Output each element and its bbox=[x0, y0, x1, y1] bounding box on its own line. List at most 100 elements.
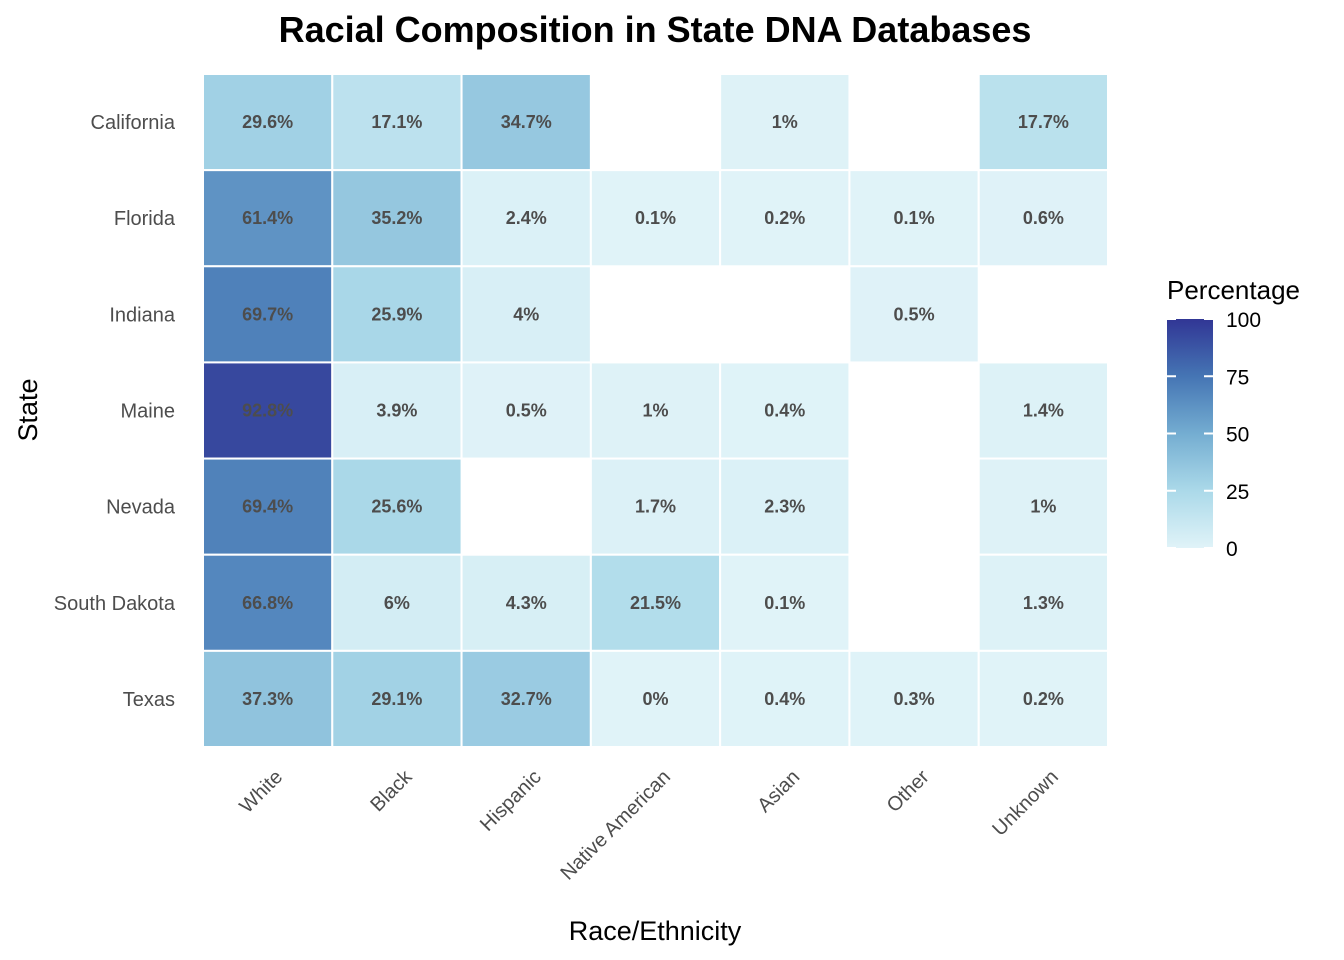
heatmap-cell-california-white bbox=[202, 73, 334, 172]
heatmap-cell-maine-white bbox=[202, 361, 334, 460]
cell-label-south-dakota-asian: 0.1% bbox=[764, 593, 805, 613]
heatmap-cell-texas-black bbox=[331, 649, 463, 748]
heatmap-cell-indiana-other bbox=[848, 265, 980, 364]
cell-label-california-unknown: 17.7% bbox=[1018, 112, 1069, 132]
cell-label-florida-unknown: 0.6% bbox=[1023, 208, 1064, 228]
x-tick-white: White bbox=[235, 766, 287, 818]
cell-label-maine-white: 92.8% bbox=[242, 401, 293, 421]
legend: Percentage 0 25 50 75 100 bbox=[1167, 275, 1300, 561]
x-tick-hispanic: Hispanic bbox=[476, 766, 546, 836]
cell-label-california-white: 29.6% bbox=[242, 112, 293, 132]
x-tick-asian: Asian bbox=[753, 766, 804, 817]
heatmap-cell-maine-black bbox=[331, 361, 463, 460]
cell-label-texas-asian: 0.4% bbox=[764, 689, 805, 709]
heatmap-cell-texas-asian bbox=[719, 649, 851, 748]
y-axis-ticks: California Florida Indiana Maine Nevada South… bbox=[54, 112, 176, 711]
y-tick-california: California bbox=[91, 112, 176, 134]
cell-label-south-dakota-white: 66.8% bbox=[242, 593, 293, 613]
cell-label-florida-black: 35.2% bbox=[371, 208, 422, 228]
heatmap-cell-california-black bbox=[331, 73, 463, 172]
heatmap-cell-nevada-black bbox=[331, 457, 463, 556]
heatmap-cell-south-dakota-black bbox=[331, 553, 463, 652]
cell-label-maine-unknown: 1.4% bbox=[1023, 401, 1064, 421]
heatmap-cell-maine-hispanic bbox=[460, 361, 592, 460]
cell-label-florida-other: 0.1% bbox=[894, 208, 935, 228]
heatmap-cell-south-dakota-unknown bbox=[977, 553, 1110, 652]
legend-tick-0: 0 bbox=[1226, 538, 1238, 561]
legend-tick-75: 75 bbox=[1226, 366, 1249, 389]
heatmap-cell-indiana-black bbox=[331, 265, 463, 364]
y-tick-texas: Texas bbox=[123, 689, 175, 711]
heatmap-cell-nevada-white bbox=[202, 457, 334, 556]
x-tick-black: Black bbox=[366, 765, 417, 816]
cell-label-florida-hispanic: 2.4% bbox=[506, 208, 547, 228]
heatmap-cell-maine-asian bbox=[719, 361, 851, 460]
legend-tick-100: 100 bbox=[1226, 309, 1261, 332]
heatmap-cell-florida-asian bbox=[719, 169, 851, 268]
cell-label-texas-black: 29.1% bbox=[371, 689, 422, 709]
cell-label-indiana-black: 25.9% bbox=[371, 304, 422, 324]
y-axis-title: State bbox=[13, 378, 43, 441]
cell-label-south-dakota-black: 6% bbox=[384, 593, 410, 613]
cell-label-texas-native-american: 0% bbox=[642, 689, 668, 709]
heatmap-cell-maine-native-american bbox=[589, 361, 722, 460]
legend-title: Percentage bbox=[1167, 275, 1300, 305]
cell-label-nevada-native-american: 1.7% bbox=[635, 497, 676, 517]
cell-label-texas-other: 0.3% bbox=[894, 689, 935, 709]
heatmap-cell-california-hispanic bbox=[460, 73, 592, 172]
chart-title: Racial Composition in State DNA Database… bbox=[279, 9, 1032, 50]
legend-ticks: 0 25 50 75 100 bbox=[1167, 309, 1261, 561]
cell-label-florida-white: 61.4% bbox=[242, 208, 293, 228]
cell-label-indiana-hispanic: 4% bbox=[513, 304, 539, 324]
heatmap-cell-florida-hispanic bbox=[460, 169, 592, 268]
heatmap-cell-florida-unknown bbox=[977, 169, 1110, 268]
cell-label-nevada-unknown: 1% bbox=[1030, 497, 1056, 517]
cell-label-indiana-other: 0.5% bbox=[894, 304, 935, 324]
heatmap-cell-texas-hispanic bbox=[460, 649, 592, 748]
heatmap-cell-texas-unknown bbox=[977, 649, 1110, 748]
cell-label-texas-hispanic: 32.7% bbox=[501, 689, 552, 709]
legend-tick-50: 50 bbox=[1226, 424, 1249, 447]
heatmap-cell-florida-native-american bbox=[589, 169, 722, 268]
x-axis-title: Race/Ethnicity bbox=[569, 916, 742, 946]
cell-label-texas-white: 37.3% bbox=[242, 689, 293, 709]
cell-labels: 29.6% 17.1% 34.7% 1% 17.7% 61.4% 35.2% 2.4% 0.1%… bbox=[242, 112, 1069, 709]
heatmap-cell-nevada-native-american bbox=[589, 457, 722, 556]
heatmap-cell-florida-white bbox=[202, 169, 334, 268]
heatmap-cells bbox=[202, 73, 1110, 748]
x-tick-unknown: Unknown bbox=[988, 766, 1063, 841]
heatmap-cell-nevada-unknown bbox=[977, 457, 1110, 556]
y-tick-nevada: Nevada bbox=[106, 497, 176, 519]
cell-label-nevada-black: 25.6% bbox=[371, 497, 422, 517]
cell-label-maine-asian: 0.4% bbox=[764, 401, 805, 421]
y-tick-florida: Florida bbox=[114, 208, 176, 230]
heatmap-cell-maine-unknown bbox=[977, 361, 1110, 460]
cell-label-maine-native-american: 1% bbox=[642, 401, 668, 421]
cell-label-florida-native-american: 0.1% bbox=[635, 208, 676, 228]
cell-label-texas-unknown: 0.2% bbox=[1023, 689, 1064, 709]
legend-tick-25: 25 bbox=[1226, 481, 1249, 504]
y-tick-indiana: Indiana bbox=[109, 304, 175, 326]
heatmap-cell-texas-native-american bbox=[589, 649, 722, 748]
heatmap-cell-south-dakota-native-american bbox=[589, 553, 722, 652]
x-axis-ticks: White Black Hispanic Native American Asian Ot… bbox=[235, 765, 1062, 884]
cell-label-nevada-asian: 2.3% bbox=[764, 497, 805, 517]
heatmap-cell-texas-white bbox=[202, 649, 334, 748]
heatmap-cell-california-asian bbox=[719, 73, 851, 172]
cell-label-south-dakota-hispanic: 4.3% bbox=[506, 593, 547, 613]
cell-label-maine-black: 3.9% bbox=[376, 401, 417, 421]
y-tick-maine: Maine bbox=[121, 401, 175, 423]
cell-label-south-dakota-native-american: 21.5% bbox=[630, 593, 681, 613]
cell-label-california-asian: 1% bbox=[772, 112, 798, 132]
cell-label-florida-asian: 0.2% bbox=[764, 208, 805, 228]
cell-label-maine-hispanic: 0.5% bbox=[506, 401, 547, 421]
cell-label-indiana-white: 69.7% bbox=[242, 304, 293, 324]
cell-label-california-black: 17.1% bbox=[371, 112, 422, 132]
heatmap-cell-south-dakota-white bbox=[202, 553, 334, 652]
heatmap-cell-nevada-asian bbox=[719, 457, 851, 556]
cell-label-nevada-white: 69.4% bbox=[242, 497, 293, 517]
cell-label-california-hispanic: 34.7% bbox=[501, 112, 552, 132]
cell-label-south-dakota-unknown: 1.3% bbox=[1023, 593, 1064, 613]
heatmap-cell-texas-other bbox=[848, 649, 980, 748]
